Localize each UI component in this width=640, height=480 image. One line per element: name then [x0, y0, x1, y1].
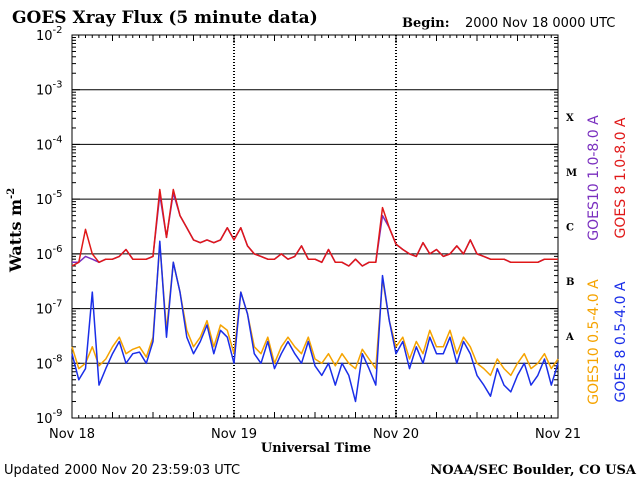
credit-text: NOAA/SEC Boulder, CO USA: [430, 463, 637, 478]
x-tick-label: Nov 18: [49, 427, 95, 442]
x-axis-label: Universal Time: [261, 441, 371, 456]
y-tick-label: 10-7: [36, 299, 63, 318]
x-tick-label: Nov 20: [373, 427, 419, 442]
legend-label: GOES 8 1.0-8.0 A: [613, 117, 629, 238]
y-tick-label: 10-5: [36, 189, 63, 208]
series-line: [72, 192, 558, 267]
updated-value: 2000 Nov 20 23:59:03 UTC: [64, 463, 240, 478]
y-tick-label: 10-2: [36, 25, 63, 44]
flare-class-label: M: [566, 168, 577, 179]
series-line: [71, 188, 558, 267]
flare-class-label: B: [566, 277, 574, 288]
plot-area: 10-9 10-8 10-7 10-6 10-5 10-4 10-3 10-2 Nov 18 No…: [36, 25, 629, 442]
y-axis-label: Watts m-2: [6, 188, 25, 273]
flare-class-label: C: [566, 223, 574, 234]
y-tick-label: 10-3: [36, 80, 63, 99]
y-tick-label: 10-8: [36, 353, 63, 372]
flare-class-label: X: [566, 113, 574, 124]
updated-label: Updated: [4, 463, 59, 478]
begin-value: 2000 Nov 18 0000 UTC: [465, 16, 615, 31]
legend-label: GOES 8 0.5-4.0 A: [613, 281, 629, 402]
y-tick-label: 10-9: [36, 408, 63, 427]
chart-title: GOES Xray Flux (5 minute data): [12, 8, 318, 28]
y-axis-label-text: Watts m: [6, 199, 25, 273]
x-tick-label: Nov 19: [211, 427, 257, 442]
series-line: [71, 243, 559, 377]
y-axis-label-sup: -2: [6, 188, 17, 199]
legend-label: GOES10 0.5-4.0 A: [586, 279, 602, 405]
x-tick-label: Nov 21: [535, 427, 581, 442]
legend-label: GOES10 1.0-8.0 A: [586, 115, 602, 241]
series-line: [71, 240, 559, 403]
begin-label: Begin:: [402, 16, 450, 31]
y-tick-label: 10-6: [36, 244, 63, 263]
flare-class-label: A: [565, 332, 574, 343]
updated-line: Updated 2000 Nov 20 23:59:03 UTC: [4, 463, 240, 478]
y-tick-label: 10-4: [36, 134, 63, 153]
